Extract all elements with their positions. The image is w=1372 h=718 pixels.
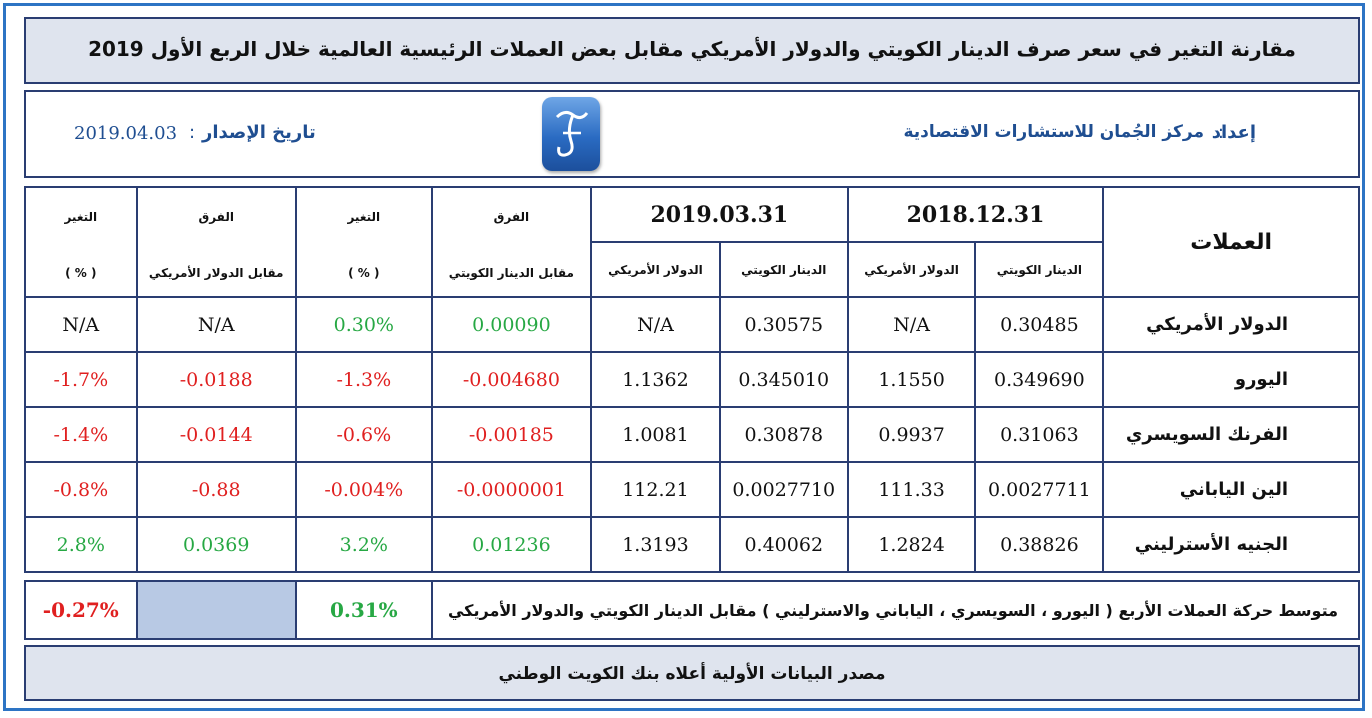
diff-usd-cell: -0.88 [135,461,297,518]
currency-name-cell: الدولار الأمريكي [1102,296,1360,353]
page-frame [3,3,1365,711]
usd-2018-cell: 0.9937 [846,406,977,463]
header-diff-kwd: الفرق مقابل الدينار الكويتي [430,186,593,298]
prepared-by-value: مركز الجُمان للاستشارات الاقتصادية [903,122,1204,142]
avg-usd-value: -0.27% [24,580,138,640]
issue-date-label: تاريخ الإصدار [202,122,316,143]
usd-2018-cell: N/A [846,296,977,353]
diff-usd-cell: N/A [135,296,297,353]
chg-kwd-cell: -1.3% [294,351,433,408]
kwd-2018-cell: 0.30485 [974,296,1105,353]
kwd-2019-cell: 0.30575 [718,296,849,353]
issue-date-value: 2019.04.03 [74,123,178,144]
table-row: -1.4% -0.0144 -0.6% -0.00185 1.0081 0.30… [24,406,1360,463]
change-kwd-unit: ( % ) [348,266,380,280]
kwd-2018-cell: 0.349690 [974,351,1105,408]
chg-kwd-cell: 0.30% [294,296,433,353]
usd-2018-cell: 1.1550 [846,351,977,408]
table-row: -1.7% -0.0188 -1.3% -0.004680 1.1362 0.3… [24,351,1360,408]
jumaan-logo-icon [542,97,600,171]
average-row: -0.27% 0.31% متوسط حركة العملات الأربع (… [24,580,1361,640]
diff-kwd-cell: -0.0000001 [430,461,593,518]
diff-kwd-title: الفرق [493,210,530,224]
diff-usd-cell: -0.0188 [135,351,297,408]
usd-2019-cell: 1.0081 [590,406,721,463]
change-kwd-title: التغير [347,210,381,224]
change-usd-unit: ( % ) [65,266,97,280]
kwd-2019-cell: 0.345010 [718,351,849,408]
kwd-2018-cell: 0.38826 [974,516,1105,573]
diff-usd-title: الفرق [198,210,234,224]
diff-kwd-cell: -0.00185 [430,406,593,463]
kwd-2019-cell: 0.30878 [718,406,849,463]
diff-kwd-cell: 0.00090 [430,296,593,353]
kwd-2019-cell: 0.0027710 [718,461,849,518]
diff-usd-sub: مقابل الدولار الأمريكي [148,266,284,280]
source-text: مصدر البيانات الأولية أعلاه بنك الكويت ا… [498,664,886,684]
page-title: مقارنة التغير في سعر صرف الدينار الكويتي… [88,37,1296,61]
spacer-row [25,571,1359,582]
kwd-2018-cell: 0.31063 [974,406,1105,463]
usd-2018-cell: 111.33 [846,461,977,518]
issue-date-colon: : [189,122,196,143]
header-change-kwd: التغير ( % ) [294,186,433,298]
header-usd-2018: الدولار الأمريكي [846,241,977,298]
header-usd-2019: الدولار الأمريكي [590,241,721,298]
currency-name-cell: الفرنك السويسري [1102,406,1360,463]
table-row: 2.8% 0.0369 3.2% 0.01236 1.3193 0.40062 … [24,516,1360,573]
currency-name-cell: اليورو [1102,351,1360,408]
header-currencies: العملات [1102,186,1360,298]
usd-2018-cell: 1.2824 [846,516,977,573]
header-diff-usd: الفرق مقابل الدولار الأمريكي [135,186,297,298]
usd-2019-cell: 1.1362 [590,351,721,408]
diff-usd-cell: 0.0369 [135,516,297,573]
header-date-2018: 2018.12.31 [846,186,1105,243]
usd-2019-cell: 112.21 [590,461,721,518]
prepared-by-colon: : [1217,122,1224,143]
diff-usd-cell: -0.0144 [135,406,297,463]
diff-kwd-cell: -0.004680 [430,351,593,408]
info-bar: إعداد : مركز الجُمان للاستشارات الاقتصاد… [24,90,1360,178]
chg-usd-cell: -1.7% [24,351,138,408]
currency-name-cell: الين الياباني [1102,461,1360,518]
avg-empty-cell [135,580,297,640]
header-kwd-2018: الدينار الكويتي [974,241,1105,298]
chg-usd-cell: -1.4% [24,406,138,463]
chg-usd-cell: 2.8% [24,516,138,573]
header-change-usd: التغير ( % ) [24,186,138,298]
comparison-table: التغير ( % ) الفرق مقابل الدولار الأمريك… [24,186,1361,640]
avg-label: متوسط حركة العملات الأربع ( اليورو ، الس… [430,580,1361,640]
table-row: -0.8% -0.88 -0.004% -0.0000001 112.21 0.… [24,461,1360,518]
header-kwd-2019: الدينار الكويتي [718,241,849,298]
source-banner: مصدر البيانات الأولية أعلاه بنك الكويت ا… [24,645,1360,701]
usd-2019-cell: N/A [590,296,721,353]
avg-kwd-value: 0.31% [294,580,433,640]
kwd-2019-cell: 0.40062 [718,516,849,573]
kwd-2018-cell: 0.0027711 [974,461,1105,518]
chg-usd-cell: N/A [24,296,138,353]
chg-kwd-cell: -0.6% [294,406,433,463]
table-row: N/A N/A 0.30% 0.00090 N/A 0.30575 N/A 0.… [24,296,1360,353]
diff-kwd-sub: مقابل الدينار الكويتي [448,266,574,280]
title-banner: مقارنة التغير في سعر صرف الدينار الكويتي… [24,17,1360,84]
prepared-by-label: إعداد [1211,122,1256,143]
chg-usd-cell: -0.8% [24,461,138,518]
diff-kwd-cell: 0.01236 [430,516,593,573]
chg-kwd-cell: 3.2% [294,516,433,573]
currency-name-cell: الجنيه الأسترليني [1102,516,1360,573]
usd-2019-cell: 1.3193 [590,516,721,573]
chg-kwd-cell: -0.004% [294,461,433,518]
header-date-2019: 2019.03.31 [590,186,849,243]
change-usd-title: التغير [64,210,98,224]
